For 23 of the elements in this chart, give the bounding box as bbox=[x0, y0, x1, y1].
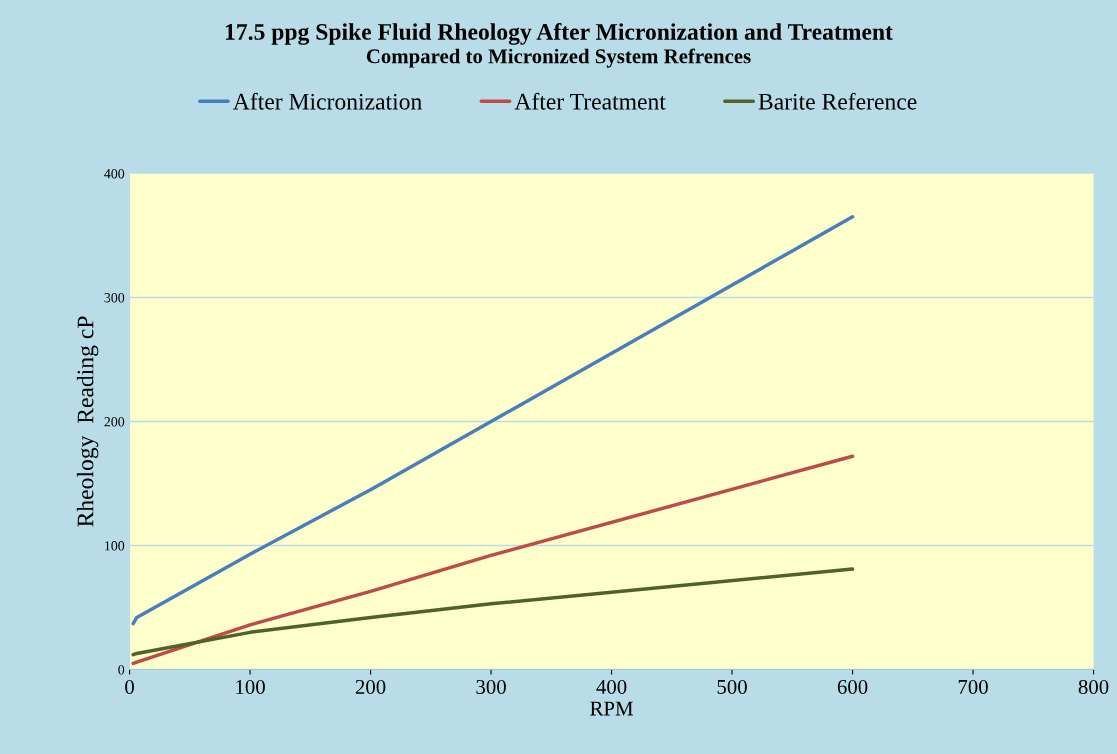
chart-subtitle: Compared to Micronized System Refrences bbox=[366, 48, 751, 68]
legend-label: After Micronization bbox=[233, 92, 422, 110]
y-tick-label: 300 bbox=[104, 293, 125, 303]
y-tick-label: 200 bbox=[104, 417, 125, 427]
x-tick-label: 100 bbox=[236, 679, 265, 694]
line-series bbox=[131, 215, 855, 626]
x-tick-label: 500 bbox=[717, 679, 747, 694]
x-tick-label: 800 bbox=[1078, 679, 1109, 694]
y-tick-label: 400 bbox=[104, 169, 125, 179]
legend-label: Barite Reference bbox=[758, 92, 917, 110]
x-tick-label: 200 bbox=[355, 679, 386, 694]
y-axis-title: Rheology Reading cP bbox=[76, 316, 99, 527]
x-tick-label: 600 bbox=[837, 679, 868, 694]
line-series bbox=[131, 567, 855, 657]
x-tick-label: 400 bbox=[596, 679, 627, 694]
x-tick-label: 700 bbox=[958, 679, 988, 694]
y-tick-label: 100 bbox=[105, 541, 125, 551]
legend-label: After Treatment bbox=[514, 92, 666, 110]
x-tick-label: 300 bbox=[476, 679, 506, 694]
line-series bbox=[131, 454, 855, 666]
x-axis-title: RPM bbox=[590, 701, 633, 716]
chart-title: 17.5 ppg Spike Fluid Rheology After Micronization and Treatment bbox=[225, 23, 893, 45]
y-tick-label: 0 bbox=[118, 665, 125, 675]
